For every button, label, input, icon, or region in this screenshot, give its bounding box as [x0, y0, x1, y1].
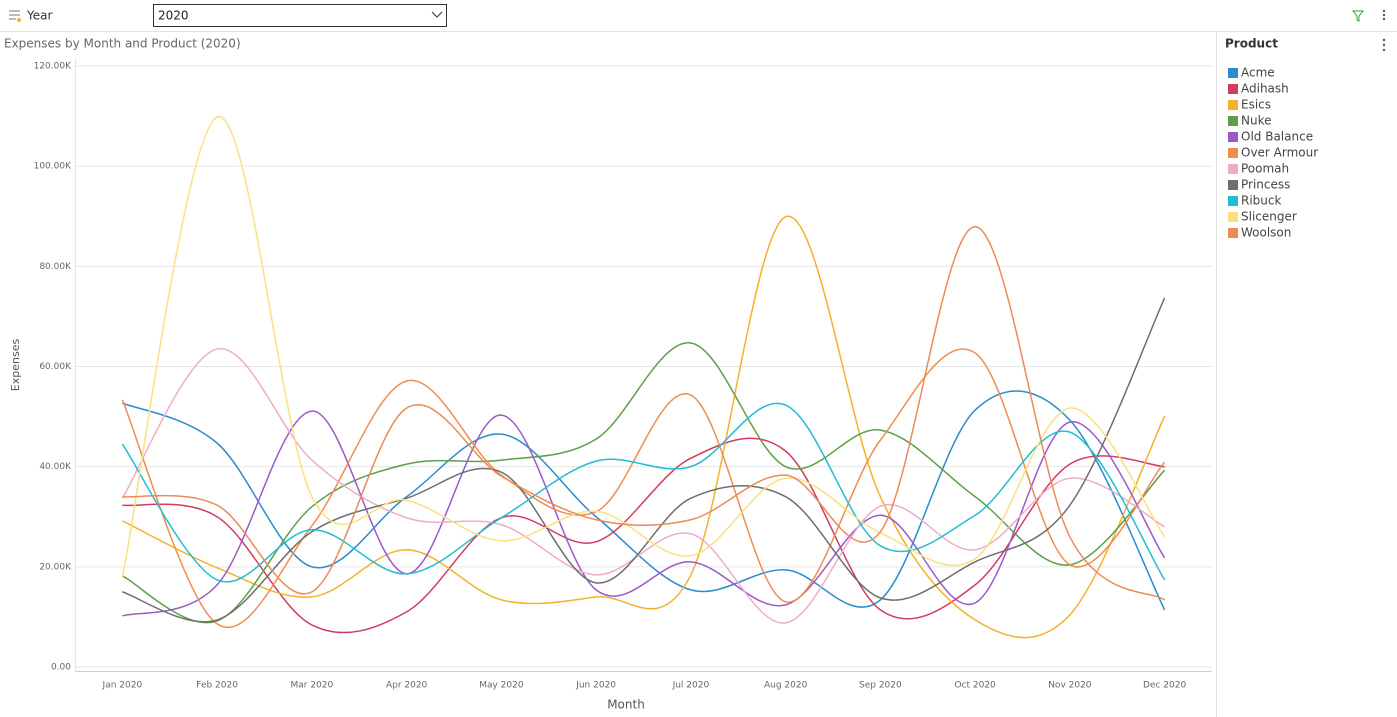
x-tick-label: Jan 2020: [102, 681, 143, 691]
legend-swatch: [1228, 132, 1238, 142]
line-series: [122, 410, 1166, 617]
x-tick-label: Nov 2020: [1048, 681, 1092, 691]
legend-swatch: [1228, 116, 1238, 126]
filter-icon[interactable]: [1351, 10, 1365, 22]
year-dropdown[interactable]: [153, 4, 447, 27]
line-series: [122, 297, 1166, 623]
line-series: [121, 402, 1166, 583]
y-tick-label: 80.00K: [39, 262, 72, 272]
y-tick-label: 0.00: [51, 663, 71, 673]
legend-swatch: [1228, 228, 1238, 238]
x-tick-label: Sep 2020: [859, 681, 902, 691]
y-tick-label: 100.00K: [34, 162, 72, 172]
more-icon[interactable]: [1382, 9, 1386, 21]
x-tick-label: Apr 2020: [386, 681, 428, 691]
line-series: [121, 116, 1166, 579]
chart-title: Expenses by Month and Product (2020): [4, 37, 241, 51]
legend-label: Esics: [1241, 98, 1271, 112]
line-series: [121, 348, 1166, 628]
legend-swatch: [1228, 212, 1238, 222]
dropdown-value[interactable]: 2020: [158, 9, 189, 23]
y-tick-label: 120.00K: [34, 62, 72, 72]
legend-swatch: [1228, 180, 1238, 190]
legend-label: Adihash: [1241, 82, 1289, 96]
x-tick-label: Dec 2020: [1143, 681, 1186, 691]
legend-swatch: [1228, 68, 1238, 78]
x-tick-label: Jul 2020: [672, 681, 710, 691]
legend-label: Nuke: [1241, 114, 1272, 128]
x-tick-label: May 2020: [479, 681, 524, 691]
x-tick-label: Jun 2020: [575, 681, 616, 691]
line-series: [122, 342, 1166, 624]
dropdown-arrow[interactable]: [431, 11, 443, 18]
x-tick-label: Mar 2020: [291, 681, 334, 691]
legend-label: Slicenger: [1241, 210, 1297, 224]
legend-label: Acme: [1241, 66, 1275, 80]
line-series: [122, 215, 1166, 639]
legend-swatch: [1228, 148, 1238, 158]
more-icon[interactable]: [1382, 38, 1386, 52]
legend-title: Product: [1225, 37, 1278, 51]
line-series: [122, 390, 1166, 611]
y-axis-title: Expenses: [9, 339, 22, 392]
legend-label: Woolson: [1241, 226, 1291, 240]
legend-swatch: [1228, 196, 1238, 206]
legend-label: Over Armour: [1241, 146, 1318, 160]
line-series: [122, 437, 1165, 634]
x-tick-label: Feb 2020: [196, 681, 238, 691]
legend-swatch: [1228, 100, 1238, 110]
line-series: [121, 348, 1165, 624]
legend-swatch: [1228, 84, 1238, 94]
legend-label: Old Balance: [1241, 130, 1313, 144]
y-tick-label: 20.00K: [39, 562, 72, 572]
slicer-label: Year: [26, 9, 52, 23]
legend-swatch: [1228, 164, 1238, 174]
legend-label: Poomah: [1241, 162, 1289, 176]
x-axis-title: Month: [607, 698, 645, 712]
y-tick-label: 40.00K: [39, 462, 72, 472]
x-tick-label: Aug 2020: [764, 681, 808, 691]
x-tick-label: Oct 2020: [954, 681, 996, 691]
legend-label: Princess: [1241, 178, 1290, 192]
y-tick-label: 60.00K: [39, 362, 72, 372]
line-series: [122, 226, 1166, 601]
slicer-icon: [9, 10, 21, 22]
legend-label: Ribuck: [1241, 194, 1281, 208]
